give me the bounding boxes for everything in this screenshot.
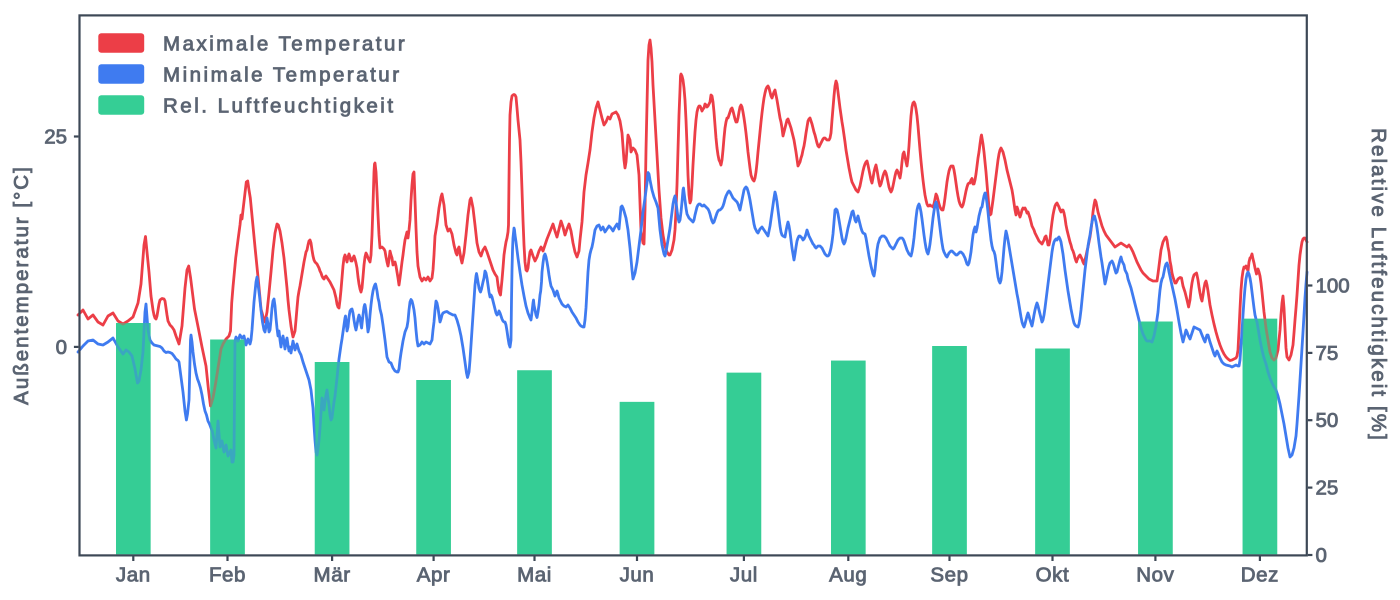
svg-text:25: 25: [1316, 477, 1339, 500]
svg-text:Relative Luftfeuchtigkeit [%]: Relative Luftfeuchtigkeit [%]: [1367, 128, 1390, 442]
svg-text:Mär: Mär: [314, 564, 351, 587]
svg-text:Okt: Okt: [1036, 564, 1070, 587]
svg-text:Aug: Aug: [829, 564, 867, 587]
svg-text:Apr: Apr: [417, 564, 451, 587]
svg-text:100: 100: [1316, 275, 1350, 298]
svg-text:Dez: Dez: [1241, 564, 1279, 587]
svg-text:0: 0: [56, 336, 67, 359]
svg-text:25: 25: [44, 126, 67, 149]
svg-text:Feb: Feb: [209, 564, 246, 587]
svg-text:Mai: Mai: [517, 564, 552, 587]
svg-text:0: 0: [1316, 544, 1327, 567]
svg-text:Sep: Sep: [930, 564, 968, 587]
svg-text:Jun: Jun: [620, 564, 655, 587]
svg-text:Minimale Temperatur: Minimale Temperatur: [163, 64, 402, 87]
svg-text:Rel. Luftfeuchtigkeit: Rel. Luftfeuchtigkeit: [163, 95, 396, 118]
svg-text:Nov: Nov: [1136, 564, 1174, 587]
svg-text:Jul: Jul: [730, 564, 758, 587]
svg-text:75: 75: [1316, 342, 1339, 365]
svg-text:50: 50: [1316, 409, 1339, 432]
svg-text:Jan: Jan: [116, 564, 151, 587]
svg-text:Außentemperatur [°C]: Außentemperatur [°C]: [10, 165, 33, 405]
svg-text:Maximale Temperatur: Maximale Temperatur: [163, 33, 407, 56]
